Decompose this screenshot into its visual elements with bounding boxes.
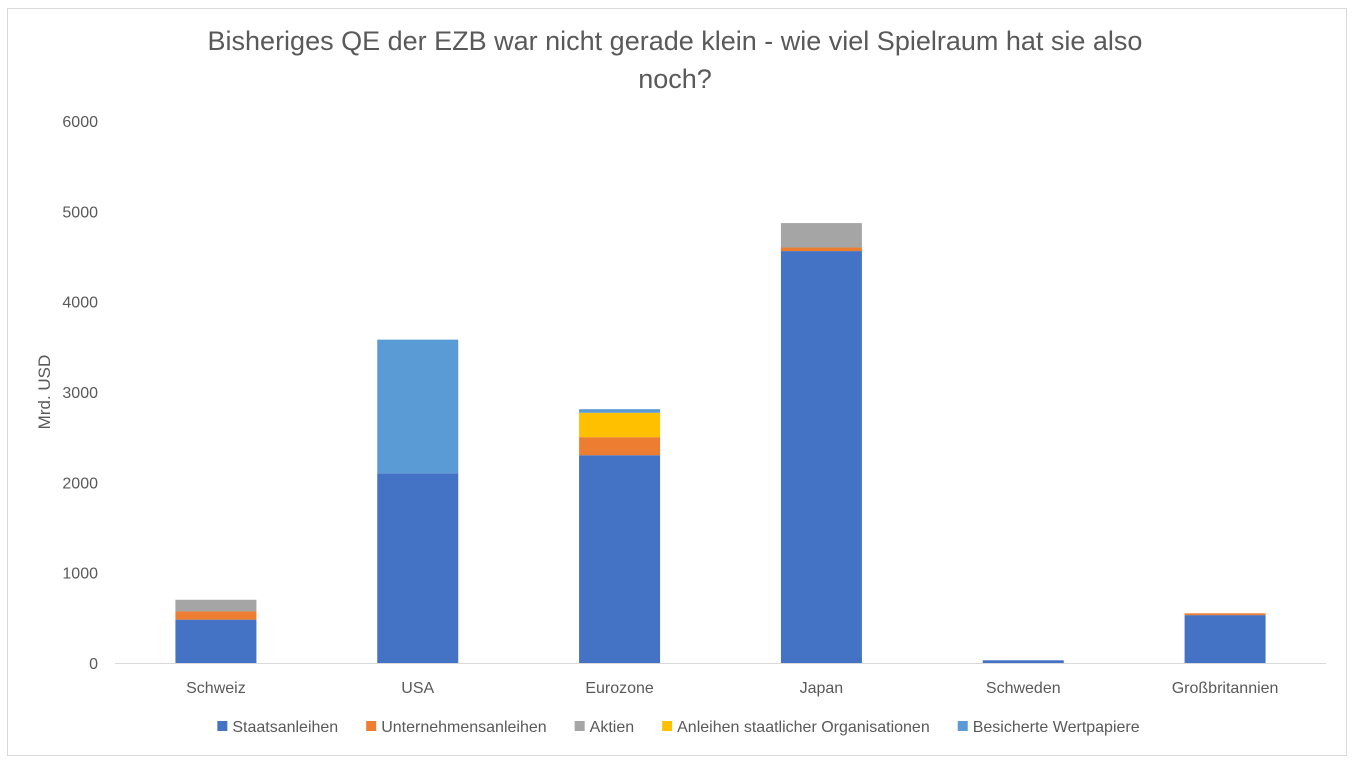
legend-swatch [217, 721, 228, 731]
bar-segment [780, 223, 862, 248]
legend-swatch [574, 721, 585, 731]
bar-segment [579, 412, 661, 438]
chart-title-line2: noch? [638, 64, 712, 94]
x-tick-label: Schweden [986, 680, 1061, 697]
bar-segment [1184, 613, 1266, 616]
y-tick-label: 6000 [62, 114, 98, 131]
legend-label: Aktien [590, 719, 634, 736]
chart-title-line1: Bisheriges QE der EZB war nicht gerade k… [208, 26, 1143, 56]
x-axis-labels: Schweiz USA Eurozone Japan Schweden Großbrita… [186, 680, 1278, 697]
y-axis-ticks: 0 1000 2000 3000 4000 5000 6000 [62, 114, 98, 673]
bar-segment [780, 247, 862, 252]
legend-swatch [662, 721, 673, 731]
bar-segment [579, 437, 661, 456]
y-tick-label: 4000 [62, 295, 98, 312]
y-tick-label: 2000 [62, 475, 98, 492]
x-tick-label: Japan [800, 680, 844, 697]
legend-swatch [957, 721, 968, 731]
legend-swatch [366, 721, 377, 731]
bar-segment [1184, 615, 1266, 663]
y-tick-label: 1000 [62, 566, 98, 583]
legend-label: Staatsanleihen [232, 719, 338, 736]
bar-segment [175, 599, 257, 612]
bar-segment [377, 473, 459, 663]
legend-label: Unternehmensanleihen [381, 719, 546, 736]
bars-group [175, 223, 1266, 663]
bar-segment [579, 409, 661, 413]
bar-segment [175, 611, 257, 620]
y-tick-label: 5000 [62, 204, 98, 221]
y-tick-label: 3000 [62, 385, 98, 402]
x-tick-label: Schweiz [186, 680, 246, 697]
bar-segment [982, 660, 1064, 663]
x-tick-label: Eurozone [585, 680, 654, 697]
legend-label: Besicherte Wertpapiere [973, 719, 1140, 736]
bar-segment [175, 619, 257, 663]
x-tick-label: Großbritannien [1172, 680, 1279, 697]
bar-segment [780, 251, 862, 663]
y-axis-title: Mrd. USD [35, 355, 54, 430]
legend: Staatsanleihen Unternehmensanleihen Aktien… [217, 719, 1140, 736]
x-tick-label: USA [401, 680, 434, 697]
bar-segment [579, 455, 661, 663]
bar-segment [377, 339, 459, 474]
legend-label: Anleihen staatlicher Organisationen [677, 719, 930, 736]
y-tick-label: 0 [89, 656, 98, 673]
